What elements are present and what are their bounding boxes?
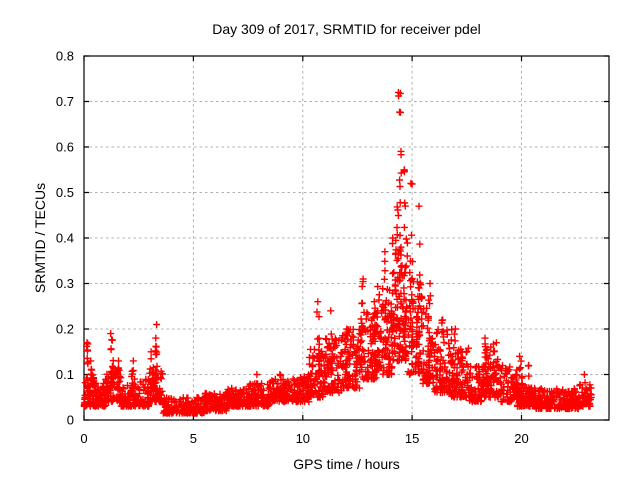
y-tick-label: 0.7 bbox=[56, 94, 74, 109]
y-tick-label: 0.3 bbox=[56, 276, 74, 291]
x-axis-label: GPS time / hours bbox=[293, 456, 400, 472]
y-axis-label: SRMTID / TECUs bbox=[32, 182, 48, 294]
y-tick-label: 0 bbox=[67, 413, 74, 428]
y-tick-label: 0.8 bbox=[56, 49, 74, 64]
x-tick-label: 0 bbox=[80, 431, 87, 446]
y-tick-label: 0.1 bbox=[56, 367, 74, 382]
y-tick-label: 0.2 bbox=[56, 322, 74, 337]
y-tick-label: 0.5 bbox=[56, 185, 74, 200]
x-tick-label: 5 bbox=[190, 431, 197, 446]
x-tick-label: 20 bbox=[514, 431, 528, 446]
chart-title: Day 309 of 2017, SRMTID for receiver pde… bbox=[212, 21, 481, 37]
x-tick-label: 15 bbox=[405, 431, 419, 446]
scatter-points bbox=[80, 88, 595, 417]
y-tick-label: 0.4 bbox=[56, 231, 74, 246]
x-tick-label: 10 bbox=[296, 431, 310, 446]
y-tick-label: 0.6 bbox=[56, 140, 74, 155]
